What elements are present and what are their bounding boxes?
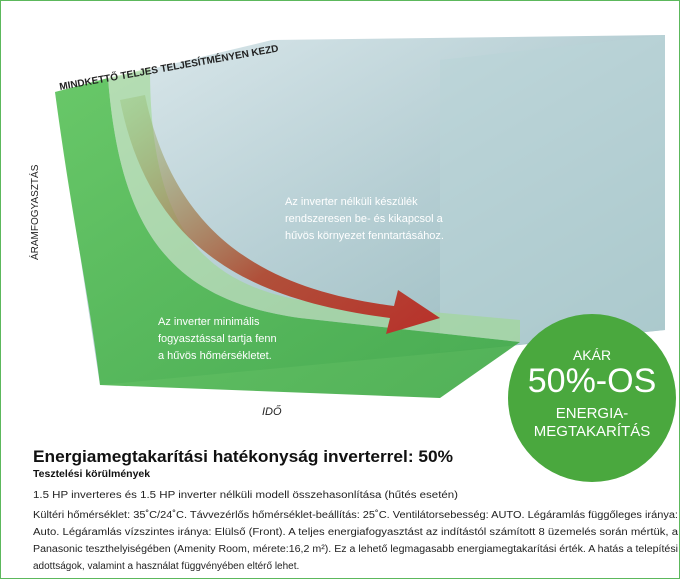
inverter-surface [108,68,520,342]
inverter-area [55,78,520,398]
detail-line: Panasonic teszthelyiségében (Amenity Roo… [33,544,678,555]
intro: 1.5 HP inverteres és 1.5 HP inverter nél… [33,490,458,501]
x-label: IDŐ [262,404,282,418]
note-line: fogyasztással tartja fenn [158,333,277,345]
badge-text: ENERGIA- [556,405,629,422]
note-line: hűvös környezet fenntartásához. [285,230,444,242]
note-line: Az inverter nélküli készülék [285,196,418,208]
detail-line: Auto. Légáramlás vízszintes iránya: Elül… [33,527,678,538]
y-label: ÁRAMFOGYASZTÁS [28,164,41,260]
title: Energiamegtakarítási hatékonyság inverte… [33,447,453,466]
note-line: a hűvös hőmérsékletet. [158,350,272,362]
badge-text: 50%-OS [528,362,657,400]
badge-text: MEGTAKARÍTÁS [534,423,650,440]
arrow [120,95,440,334]
box-front [440,35,665,352]
detail-line: adottságok, valamint a használat függvén… [33,561,299,572]
detail-line: Kültéri hőmérséklet: 35˚C/24˚C. Távvezér… [33,509,678,521]
note-line: Az inverter minimális [158,316,260,328]
subtitle: Tesztelési körülmények [33,468,150,480]
badge-text: AKÁR [573,347,611,363]
badge [508,314,676,482]
note-line: rendszeresen be- és kikapcsol a [285,213,444,225]
